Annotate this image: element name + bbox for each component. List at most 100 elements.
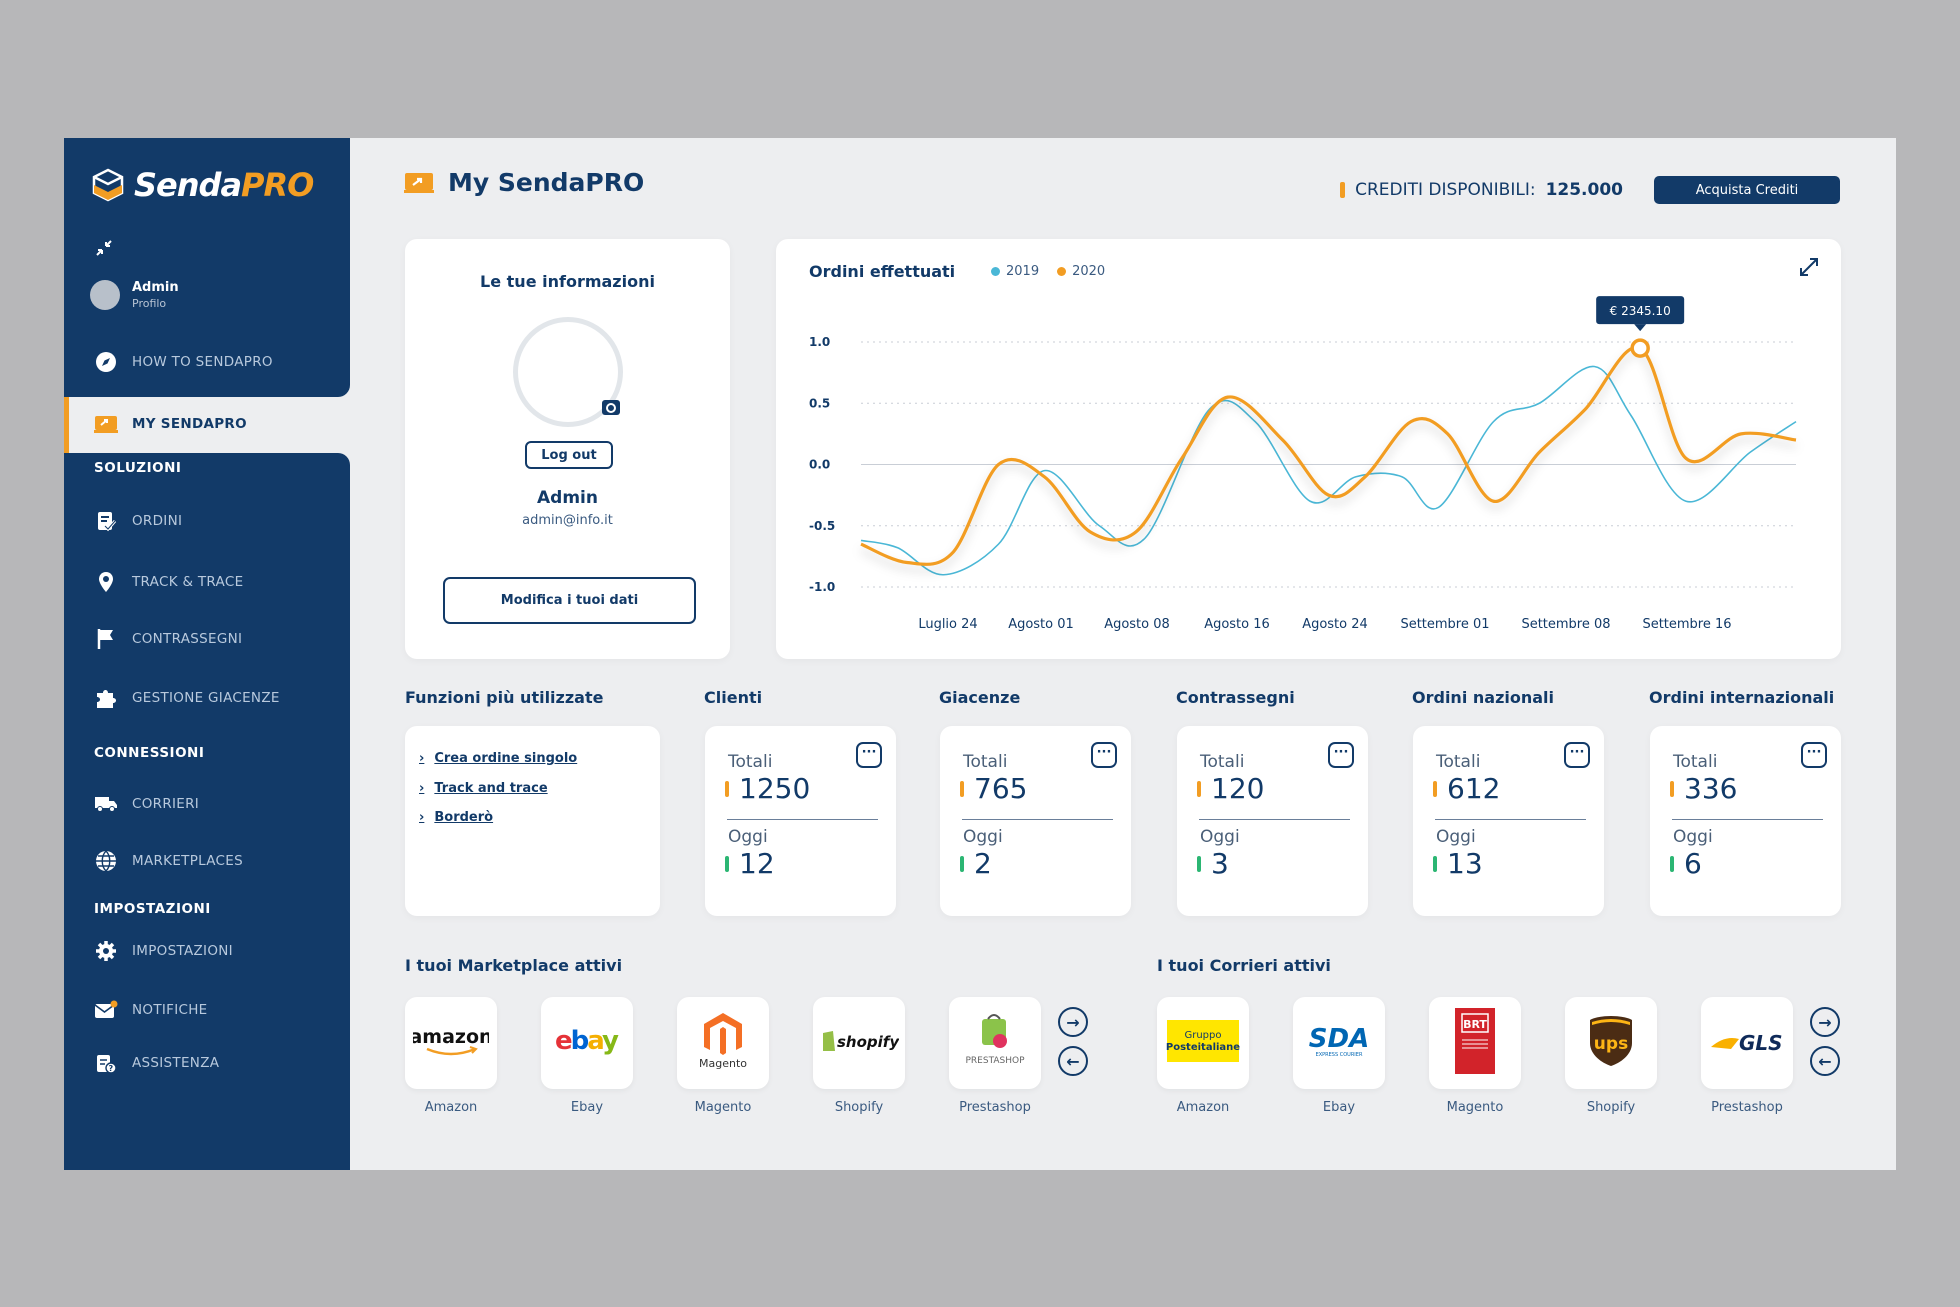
puzzle-icon xyxy=(94,686,118,710)
marketplace-tile-shopify[interactable]: shopify xyxy=(813,997,905,1089)
ebay-logo-icon: SDA EXPRESS COURIER xyxy=(1301,1021,1377,1065)
marketplace-tile-ebay[interactable]: ebay xyxy=(541,997,633,1089)
truck-icon xyxy=(94,792,118,816)
nav-label: NOTIFICHE xyxy=(132,1002,208,1018)
chevron-right-icon: › xyxy=(419,810,425,825)
nav-giacenze[interactable]: GESTIONE GIACENZE xyxy=(94,686,280,710)
marketplace-tile-prestashop[interactable]: PRESTASHOP xyxy=(949,997,1041,1089)
credits-display: CREDITI DISPONIBILI: 125.000 xyxy=(1340,180,1623,200)
tile-label: Shopify xyxy=(834,1100,884,1115)
nav-ordini[interactable]: ORDINI xyxy=(94,509,182,533)
nav-corrieri[interactable]: CORRIERI xyxy=(94,792,199,816)
nav-label: ORDINI xyxy=(132,513,183,529)
stat-card: ··· Totali 1250 Oggi 12 xyxy=(705,726,896,916)
nav-notifiche[interactable]: NOTIFICHE xyxy=(94,998,208,1022)
svg-text:ebay: ebay xyxy=(555,1026,619,1056)
svg-text:PRESTASHOP: PRESTASHOP xyxy=(965,1056,1025,1066)
marketplace-tile-amazon[interactable]: amazon xyxy=(405,997,497,1089)
x-tick-label: Agosto 16 xyxy=(1204,617,1270,632)
stat-today-value: 12 xyxy=(725,847,775,880)
stat-total-label: Totali xyxy=(728,752,773,772)
stat-today-value: 13 xyxy=(1433,847,1483,880)
more-options-icon[interactable]: ··· xyxy=(856,742,882,768)
courier-tile-shopify[interactable]: ups xyxy=(1565,997,1657,1089)
brand-name-pro: PRO xyxy=(241,166,314,204)
series-line-2019 xyxy=(860,365,1797,576)
marketplace-tile-magento[interactable]: Magento xyxy=(677,997,769,1089)
section-corrieri: I tuoi Corrieri attivi xyxy=(1157,956,1331,975)
camera-icon[interactable] xyxy=(602,400,620,415)
nav-impostazioni[interactable]: IMPOSTAZIONI xyxy=(94,939,233,963)
nav-label: ASSISTENZA xyxy=(132,1055,220,1071)
stat-today-label: Oggi xyxy=(1436,827,1476,847)
clipboard-check-icon xyxy=(94,509,118,533)
nav-my-sendapro[interactable]: MY SENDAPRO xyxy=(94,412,247,436)
courier-tile-amazon[interactable]: Gruppo Posteitaliane xyxy=(1157,997,1249,1089)
highlight-point xyxy=(1630,338,1650,358)
buy-credits-button[interactable]: Acquista Crediti xyxy=(1654,176,1840,204)
nav-how-to[interactable]: HOW TO SENDAPRO xyxy=(94,350,273,374)
edit-profile-button[interactable]: Modifica i tuoi dati xyxy=(443,577,696,624)
brand-logo[interactable]: SendaPRO xyxy=(90,166,314,204)
shortcut-link[interactable]: › Borderò xyxy=(419,810,494,825)
user-profile[interactable]: Admin Profilo xyxy=(90,280,179,310)
info-name: Admin xyxy=(537,488,598,508)
chart-legend: 2019 2020 xyxy=(991,264,1105,279)
info-email: admin@info.it xyxy=(522,513,613,528)
chevron-right-icon: › xyxy=(419,751,425,766)
stat-title: Contrassegni xyxy=(1176,688,1295,707)
mail-notification-icon xyxy=(94,998,118,1022)
prev-arrow-button[interactable]: ← xyxy=(1810,1046,1840,1076)
courier-tile-magento[interactable]: BRT xyxy=(1429,997,1521,1089)
logout-button[interactable]: Log out xyxy=(525,441,613,469)
user-info-card: Le tue informazioni Log out Admin admin@… xyxy=(405,239,730,659)
svg-text:shopify: shopify xyxy=(837,1033,899,1051)
laptop-icon xyxy=(404,172,434,193)
x-tick-label: Luglio 24 xyxy=(918,617,977,632)
nav-section-solutions: SOLUZIONI xyxy=(94,460,182,476)
collapse-icon[interactable] xyxy=(94,238,114,263)
nav-assistenza[interactable]: ? ASSISTENZA xyxy=(94,1051,219,1075)
nav-contrassegni[interactable]: CONTRASSEGNI xyxy=(94,627,242,651)
nav-marketplaces[interactable]: MARKETPLACES xyxy=(94,849,243,873)
support-icon: ? xyxy=(94,1051,118,1075)
stat-card: ··· Totali 612 Oggi 13 xyxy=(1413,726,1604,916)
page-title-text: My SendaPRO xyxy=(448,168,645,197)
stat-today-label: Oggi xyxy=(1200,827,1240,847)
more-options-icon[interactable]: ··· xyxy=(1801,742,1827,768)
next-arrow-button[interactable]: → xyxy=(1058,1007,1088,1037)
next-arrow-button[interactable]: → xyxy=(1810,1007,1840,1037)
stat-card: ··· Totali 336 Oggi 6 xyxy=(1650,726,1841,916)
stat-title: Clienti xyxy=(704,688,763,707)
profile-avatar[interactable] xyxy=(513,317,623,427)
y-tick-label: -0.5 xyxy=(809,519,835,533)
stat-total-value: 1250 xyxy=(725,772,810,805)
svg-text:Posteitaliane: Posteitaliane xyxy=(1166,1042,1240,1053)
chart-title: Ordini effettuati xyxy=(809,262,956,281)
shortcut-link[interactable]: › Crea ordine singolo xyxy=(419,751,578,766)
tile-label: Prestashop xyxy=(959,1100,1031,1115)
line-chart: 1.0 0.5 0.0 -0.5 -1.0 Luglio 24 Agosto 01 Agost… xyxy=(809,296,1797,632)
x-tick-label: Settembre 08 xyxy=(1521,617,1610,632)
box-icon xyxy=(92,168,124,202)
courier-tile-prestashop[interactable]: GLS xyxy=(1701,997,1793,1089)
expand-icon[interactable] xyxy=(1799,257,1819,282)
more-options-icon[interactable]: ··· xyxy=(1328,742,1354,768)
ebay-logo-icon: ebay xyxy=(549,1021,625,1065)
section-funzioni: Funzioni più utilizzate xyxy=(405,688,604,707)
page-title: My SendaPRO xyxy=(404,168,644,197)
more-options-icon[interactable]: ··· xyxy=(1564,742,1590,768)
prestashop-logo-icon: GLS xyxy=(1707,1021,1787,1065)
shortcut-link[interactable]: › Track and trace xyxy=(419,781,548,796)
x-tick-label: Agosto 01 xyxy=(1008,617,1074,632)
x-tick-label: Settembre 16 xyxy=(1642,617,1731,632)
nav-label: CORRIERI xyxy=(132,796,200,812)
orders-chart-card: Ordini effettuati 2019 2020 1.0 0.5 0.0 -0.… xyxy=(776,239,1841,659)
user-role: Profilo xyxy=(132,297,167,310)
stat-today-label: Oggi xyxy=(1673,827,1713,847)
nav-track-trace[interactable]: TRACK & TRACE xyxy=(94,570,243,594)
courier-tile-ebay[interactable]: SDA EXPRESS COURIER xyxy=(1293,997,1385,1089)
prev-arrow-button[interactable]: ← xyxy=(1058,1046,1088,1076)
nav-label: HOW TO SENDAPRO xyxy=(132,354,273,370)
more-options-icon[interactable]: ··· xyxy=(1091,742,1117,768)
